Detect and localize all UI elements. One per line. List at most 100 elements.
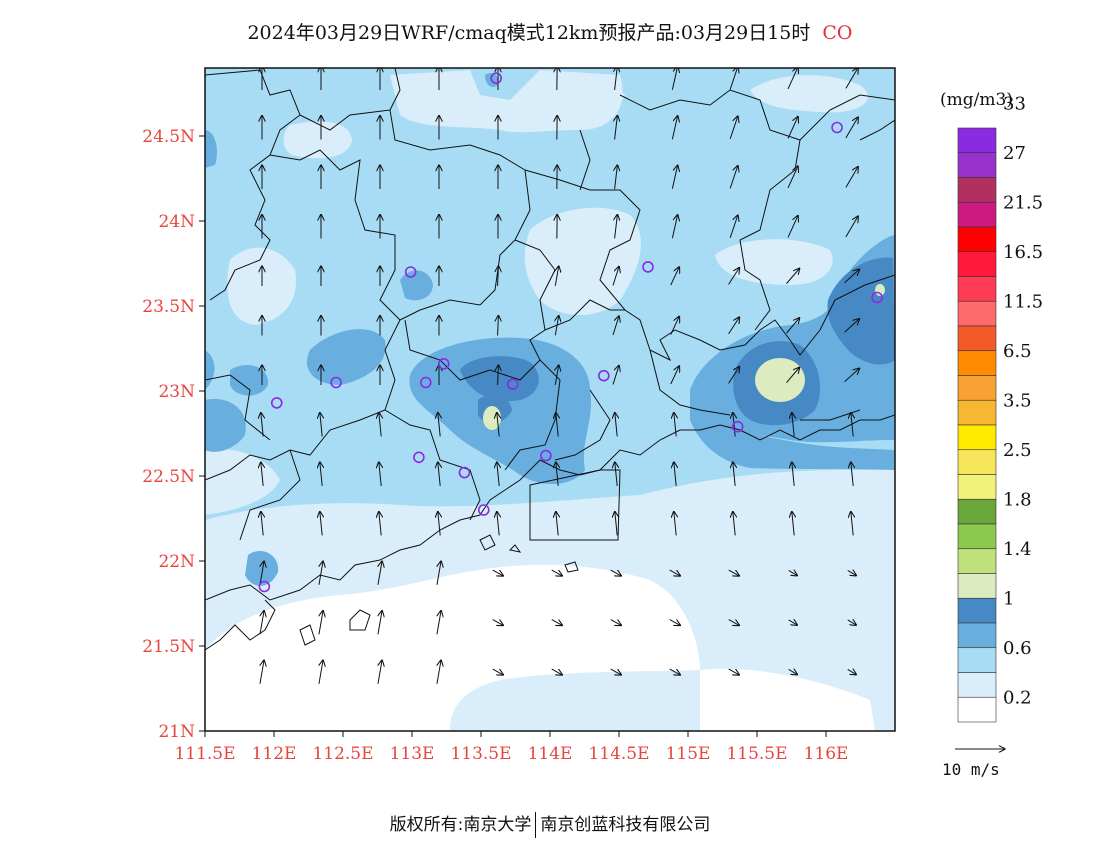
colorbar-swatch (957, 424, 997, 451)
contour-west-patch-4 (205, 399, 246, 452)
colorbar-label: 21.5 (1003, 192, 1043, 213)
contour-north-light-4 (750, 75, 868, 113)
title-text: 2024年03月29日WRF/cmaq模式12km预报产品:03月29日15时 (247, 22, 811, 44)
copyright-footer: 版权所有:南京大学 南京创蓝科技有限公司 (0, 810, 1100, 838)
wind-arrow (670, 316, 679, 335)
contour-west-patch-1 (306, 329, 386, 385)
lon-tick-label: 112E (252, 744, 297, 764)
pollutant-label: CO (822, 22, 853, 44)
lon-tick-label: 114.5E (588, 744, 649, 764)
wind-arrow (786, 318, 800, 334)
station-marker (404, 266, 417, 278)
contour-gz-core (460, 356, 539, 402)
wind-arrow (671, 165, 677, 189)
colorbar-swatch (957, 375, 997, 401)
hotspot-east (755, 358, 805, 402)
colorbar-swatch (957, 474, 997, 500)
lon-tick-label: 115.5E (726, 744, 787, 764)
colorbar-swatch (957, 152, 997, 178)
lat-tick-label: 24.5N (142, 127, 195, 147)
wind-arrow (674, 413, 676, 437)
contour-north-light-2 (390, 70, 623, 133)
wind-arrow (792, 413, 794, 437)
wind-arrow (733, 462, 735, 486)
colorbar-swatch (957, 672, 997, 698)
wind-arrow (728, 317, 740, 335)
wind-arrow (612, 316, 619, 336)
lat-tick-label: 22N (158, 552, 195, 572)
wind-arrow (497, 462, 499, 486)
lat-tick-label: 23N (158, 382, 195, 402)
wind-arrow (318, 660, 323, 684)
copyright-left: 版权所有:南京大学 (389, 815, 532, 835)
contour-mid-light-2 (227, 247, 296, 325)
colorbar-swatch (957, 523, 997, 550)
wind-arrow (551, 569, 563, 576)
colorbar-swatch (957, 498, 997, 525)
wind-arrow (261, 512, 263, 536)
wind-arrow (259, 660, 264, 684)
colorbar-label: 0.2 (1003, 687, 1032, 708)
wind-arrow (844, 368, 860, 383)
station-marker (413, 451, 425, 464)
wind-arrow (377, 561, 382, 585)
colorbar-label: 33 (1003, 93, 1026, 114)
wind-arrow (555, 266, 558, 286)
colorbar-swatch (957, 573, 997, 599)
longitude-axis: 111.5E 112E 112.5E 113E 113.5E 114E 114.5E 115E… (174, 731, 848, 764)
wind-arrow (498, 316, 499, 336)
contour-northwest-patch (205, 130, 217, 168)
lat-tick-label: 23.5N (142, 297, 195, 317)
wind-arrow (438, 413, 440, 437)
wind-arrow (320, 512, 322, 536)
wind-arrow (551, 668, 563, 675)
wind-arrow (792, 462, 794, 486)
lon-tick-label: 115E (666, 744, 711, 764)
coastline (205, 414, 895, 651)
wind-arrow (438, 462, 440, 486)
wind-arrow (259, 611, 264, 635)
colorbar-swatch (957, 350, 997, 376)
wind-arrow (610, 619, 622, 626)
wind-arrow (615, 165, 618, 189)
lat-tick-label: 24N (158, 212, 195, 232)
wind-arrow (436, 561, 441, 585)
station-marker (270, 397, 283, 409)
wind-arrow (615, 116, 618, 140)
map-title: 2024年03月29日WRF/cmaq模式12km预报产品:03月29日15时 C… (0, 18, 1100, 45)
wind-arrow (786, 268, 800, 284)
wind-arrow (379, 512, 381, 536)
wind-arrow (728, 619, 740, 626)
colorbar-label: 11.5 (1003, 291, 1043, 312)
wind-arrow (615, 413, 617, 437)
wind-arrow (674, 512, 676, 536)
station-marker (437, 357, 450, 370)
wind-arrow (612, 266, 619, 286)
colorbar-swatch (957, 325, 997, 352)
wind-arrow (436, 660, 441, 684)
colorbar-swatch (957, 622, 997, 649)
colorbar-label: 2.5 (1003, 440, 1032, 461)
colorbar-swatch (957, 399, 997, 426)
colorbar-swatch (957, 548, 997, 574)
colorbar-swatch (957, 647, 997, 673)
station-marker (831, 121, 843, 134)
colorbar-swatch (957, 201, 997, 228)
lat-tick-label: 21.5N (142, 637, 195, 657)
contour-mid-light-1 (524, 207, 641, 315)
colorbar-swatch (957, 449, 997, 475)
station-marker (871, 291, 883, 304)
copyright-right: 南京创蓝科技有限公司 (540, 815, 711, 835)
wind-arrow (556, 413, 558, 437)
wind-arrow (847, 570, 857, 575)
colorbar-label: 0.6 (1003, 638, 1032, 659)
wind-arrow (786, 367, 800, 383)
colorbar-swatch (957, 226, 997, 253)
wind-arrow (844, 319, 860, 333)
wind-arrow (788, 669, 798, 674)
wind-arrow (379, 462, 381, 486)
contour-sea-white (205, 564, 700, 731)
wind-arrow (733, 512, 735, 536)
map-plot-area (205, 68, 895, 731)
